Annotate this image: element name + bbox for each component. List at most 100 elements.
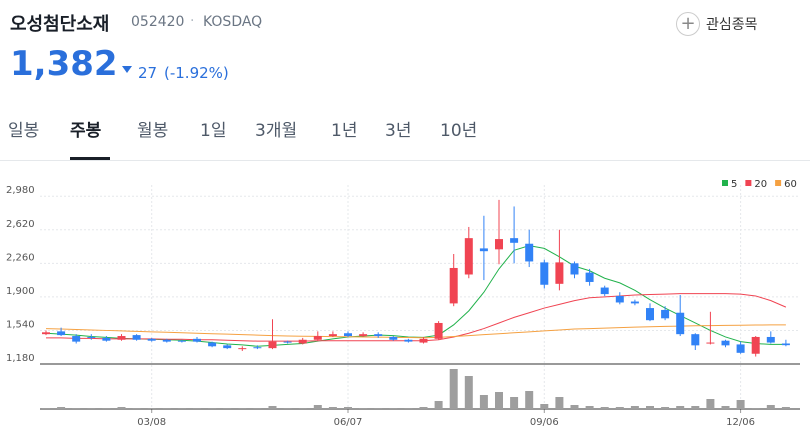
candle-body [313,336,322,340]
candle-body [359,334,368,337]
candle-body [328,334,337,337]
candle-body [766,336,775,343]
volume-bar [374,408,383,409]
volume-bar [132,408,141,409]
volume-bar [404,408,413,409]
stock-name: 오성첨단소재 [10,14,110,35]
tab[interactable]: 1년 [331,121,358,141]
separator: · [190,13,195,29]
volume-bar [706,399,715,409]
candle-body [751,336,760,354]
y-tick-label: 2,260 [6,252,35,263]
tab[interactable]: 주봉 [70,121,102,141]
volume-bar [676,406,685,409]
volume-bar [238,408,247,409]
volume-bar [525,391,534,409]
candle-body [464,238,473,275]
tab[interactable]: 월봉 [137,121,169,141]
x-tick-label: 12/06 [726,417,755,428]
candle-body [600,287,609,295]
candle-body [193,338,201,342]
candle-body [706,342,715,344]
legend-swatch [775,180,782,186]
candle-body [344,333,352,337]
volume-bar [298,408,307,409]
candle-body [540,262,549,285]
candle-body [449,267,458,304]
candle-body [72,336,81,342]
down-arrow [122,66,132,73]
candle-body [676,312,685,335]
volume-bar [585,406,594,409]
volume-bar [495,392,503,409]
volume-bar [87,408,96,409]
tab[interactable]: 3년 [385,121,412,141]
y-tick-label: 1,180 [6,353,35,364]
x-tick-label: 09/06 [530,417,559,428]
candle-body [419,338,428,343]
candle-body [570,263,579,275]
candle-body [268,341,277,349]
legend-label: 20 [754,179,767,190]
volume-bar [434,401,443,409]
volume-bar [646,406,654,409]
y-tick-label: 1,540 [6,319,35,330]
volume-bar [766,405,775,409]
volume-bar [117,407,126,409]
volume-bar [661,407,670,409]
candle-body [147,338,156,341]
candle-body [630,301,639,304]
candle-body [525,243,534,262]
volume-bar [615,407,624,409]
candle-body [87,336,96,338]
price: 1,382 [10,44,118,84]
tab[interactable]: 3개월 [255,121,298,141]
volume-bar [42,408,50,409]
volume-bar [72,408,81,409]
volume-bar [147,408,156,409]
volume-bar [177,408,186,409]
candle-body [223,345,232,349]
candle-body [434,322,443,339]
tab[interactable]: 10년 [440,121,478,141]
tab[interactable]: 1일 [200,121,227,141]
legend-label: 5 [731,179,737,190]
volume-bar [57,407,66,409]
watch-icon[interactable]: + [676,12,700,36]
candle-body [495,239,503,250]
candle-body [253,347,262,349]
volume-bar [570,405,579,409]
candle-body [555,262,564,284]
candle-body [585,272,594,282]
moving-average [46,293,787,342]
tab[interactable]: 일봉 [8,121,40,141]
change-pct: (-1.92%) [164,64,229,82]
legend-swatch [745,180,752,186]
x-tick-label: 06/07 [334,417,363,428]
candle-body [389,336,398,340]
legend-label: 60 [784,179,797,190]
candle-body [661,309,670,319]
candle-body [691,334,700,346]
volume-bar [193,408,201,409]
volume-bar [751,408,760,409]
candle-body [510,238,519,243]
candle-body [298,339,307,344]
candle-body [374,334,383,337]
volume-bar [223,408,232,409]
volume-bar [328,407,337,409]
candle-body [781,343,790,346]
volume-bar [630,406,639,409]
volume-bar [313,405,322,409]
market: KOSDAQ [203,14,263,30]
watch-button[interactable]: 관심종목 [706,17,758,33]
candle-body [57,331,66,336]
volume-bar [208,408,217,409]
candle-body [646,308,654,321]
legend-swatch [722,180,728,186]
change: 27 [138,64,158,82]
volume-bar [344,407,352,409]
volume-bar [464,376,473,409]
